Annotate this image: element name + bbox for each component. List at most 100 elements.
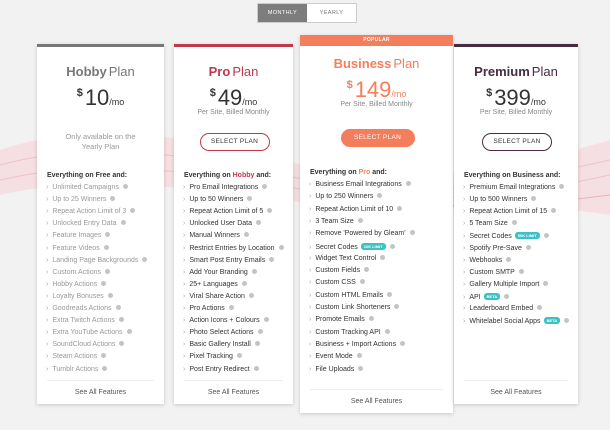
feature-item: › Repeat Action Limit of 5 — [183, 208, 273, 216]
feature-text: Custom SMTP — [469, 268, 515, 276]
see-all-features[interactable]: See All Features — [464, 380, 568, 405]
info-icon[interactable] — [267, 208, 273, 214]
info-icon[interactable] — [358, 365, 364, 371]
info-icon[interactable] — [101, 353, 107, 359]
select-plan-button[interactable]: SELECT PLAN — [199, 133, 270, 151]
arrow-icon: › — [183, 220, 186, 228]
arrow-icon: › — [309, 193, 312, 201]
info-icon[interactable] — [531, 196, 537, 202]
info-icon[interactable] — [356, 353, 362, 359]
arrow-icon: › — [463, 208, 466, 216]
info-icon[interactable] — [241, 280, 247, 286]
info-icon[interactable] — [397, 205, 403, 211]
feature-text: Post Entry Redirect — [189, 365, 250, 373]
arrow-icon: › — [46, 256, 49, 264]
info-icon[interactable] — [122, 184, 128, 189]
info-icon[interactable] — [543, 280, 549, 286]
info-icon[interactable] — [543, 233, 549, 239]
feature-text: Manual Winners — [189, 232, 240, 240]
arrow-icon: › — [309, 340, 312, 348]
info-icon[interactable] — [251, 268, 257, 274]
info-icon[interactable] — [559, 184, 565, 189]
info-icon[interactable] — [142, 256, 148, 262]
info-icon[interactable] — [118, 317, 124, 323]
info-icon[interactable] — [387, 291, 393, 297]
info-icon[interactable] — [359, 279, 365, 285]
see-all-features[interactable]: See All Features — [47, 380, 154, 405]
info-icon[interactable] — [110, 196, 116, 202]
toggle-option[interactable]: MONTHLY — [258, 4, 307, 22]
info-icon[interactable] — [384, 328, 390, 334]
info-icon[interactable] — [357, 217, 363, 223]
info-icon[interactable] — [405, 181, 411, 186]
info-icon[interactable] — [243, 232, 249, 238]
info-icon[interactable] — [254, 341, 260, 347]
select-plan-button[interactable]: SELECT PLAN — [340, 129, 415, 147]
arrow-icon: › — [463, 280, 466, 288]
top-bar — [174, 44, 293, 47]
info-icon[interactable] — [228, 305, 234, 310]
price-amount: 399 — [494, 85, 531, 110]
feature-item: › Secret Codes 50K LIMIT — [463, 232, 549, 240]
info-icon[interactable] — [537, 305, 543, 310]
info-icon[interactable] — [104, 268, 110, 274]
feature-item: › Photo Select Actions — [183, 329, 263, 336]
feature-text: Repeat Action Limit of 5 — [189, 208, 264, 216]
info-icon[interactable] — [518, 268, 524, 274]
info-icon[interactable] — [119, 341, 125, 347]
info-icon[interactable] — [115, 305, 121, 310]
feature-text: Extra YouTube Actions — [52, 329, 123, 337]
feature-text: Steam Actions — [52, 353, 98, 361]
info-icon[interactable] — [255, 220, 261, 226]
info-icon[interactable] — [248, 292, 254, 298]
feature-text: Repeat Action Limit of 3 — [52, 208, 127, 216]
info-icon[interactable] — [409, 230, 415, 236]
feature-item: › Custom HTML Emails — [309, 291, 393, 299]
info-icon[interactable] — [126, 329, 132, 335]
feature-text: Action Icons + Colours — [189, 317, 260, 325]
arrow-icon: › — [46, 184, 49, 191]
info-icon[interactable] — [262, 184, 268, 189]
info-icon[interactable] — [236, 353, 242, 359]
info-icon[interactable] — [504, 293, 510, 299]
feature-item: › Up to 50 Winners — [183, 196, 253, 203]
info-icon[interactable] — [269, 256, 275, 262]
info-icon[interactable] — [506, 256, 512, 262]
info-icon[interactable] — [511, 220, 517, 226]
info-icon[interactable] — [247, 196, 253, 202]
info-icon[interactable] — [380, 254, 386, 260]
info-icon[interactable] — [377, 193, 383, 199]
info-icon[interactable] — [101, 280, 107, 286]
info-icon[interactable] — [551, 208, 557, 214]
info-icon[interactable] — [389, 243, 395, 249]
info-icon[interactable] — [400, 340, 406, 346]
info-icon[interactable] — [368, 316, 374, 322]
feature-item: › Manual Winners — [183, 232, 249, 239]
info-icon[interactable] — [564, 318, 570, 324]
info-icon[interactable] — [102, 365, 108, 371]
see-all-features[interactable]: See All Features — [184, 380, 283, 405]
arrow-icon: › — [309, 217, 312, 225]
currency: $ — [346, 79, 353, 91]
info-icon[interactable] — [263, 317, 269, 323]
info-icon[interactable] — [364, 267, 370, 273]
info-icon[interactable] — [525, 244, 531, 250]
info-icon[interactable] — [130, 208, 136, 214]
heading-text: Everything on — [184, 172, 233, 179]
arrow-icon: › — [309, 365, 312, 373]
info-icon[interactable] — [105, 232, 111, 238]
info-icon[interactable] — [278, 244, 284, 250]
info-icon[interactable] — [103, 244, 109, 250]
info-icon[interactable] — [253, 365, 259, 371]
select-plan-button[interactable]: SELECT PLAN — [482, 133, 552, 151]
feature-item: › Loyalty Bonuses — [46, 292, 113, 300]
feature-text: Restrict Entries by Location — [189, 244, 275, 252]
see-all-features[interactable]: See All Features — [310, 389, 443, 414]
info-icon[interactable] — [257, 329, 263, 335]
price-period: /mo — [242, 97, 258, 107]
info-icon[interactable] — [394, 304, 400, 309]
heading-highlight: Pro — [358, 169, 371, 176]
info-icon[interactable] — [120, 220, 126, 226]
info-icon[interactable] — [107, 292, 113, 298]
toggle-option[interactable]: YEARLY — [307, 4, 356, 22]
